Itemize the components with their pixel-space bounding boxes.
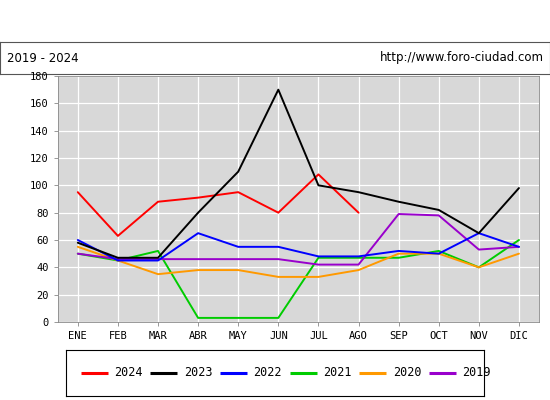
- Text: 2019 - 2024: 2019 - 2024: [7, 52, 78, 64]
- Text: 2021: 2021: [323, 366, 351, 380]
- Text: 2024: 2024: [114, 366, 142, 380]
- Text: 2020: 2020: [393, 366, 421, 380]
- Text: http://www.foro-ciudad.com: http://www.foro-ciudad.com: [379, 52, 543, 64]
- Text: 2022: 2022: [254, 366, 282, 380]
- Text: 2023: 2023: [184, 366, 212, 380]
- Text: Evolucion Nº Turistas Extranjeros en el municipio de Novés: Evolucion Nº Turistas Extranjeros en el …: [50, 13, 501, 29]
- Text: 2019: 2019: [463, 366, 491, 380]
